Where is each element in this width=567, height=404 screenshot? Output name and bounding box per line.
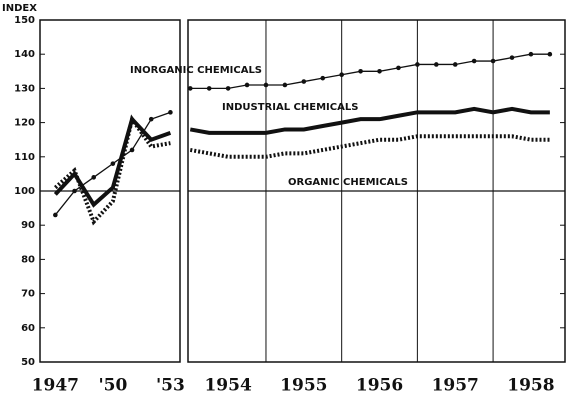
- point: [225, 86, 231, 91]
- y-tick-label: 140: [14, 49, 35, 60]
- y-tick-label: 100: [14, 186, 35, 197]
- y-tick-label: 60: [21, 323, 35, 334]
- y-tick-label: 70: [21, 289, 35, 300]
- x-tick-label: 1947: [32, 376, 79, 396]
- series-line: [189, 134, 550, 159]
- point: [320, 75, 326, 81]
- series-line: [54, 114, 171, 226]
- point: [206, 86, 212, 91]
- series-label: INORGANIC CHEMICALS: [130, 65, 262, 76]
- point: [377, 69, 382, 74]
- point: [528, 51, 534, 57]
- point: [415, 62, 420, 67]
- y-tick-label: 120: [14, 118, 35, 129]
- point: [168, 110, 173, 115]
- series-line: [190, 53, 550, 90]
- x-tick-label: '53: [156, 376, 185, 396]
- series-label: INDUSTRIAL CHEMICALS: [222, 102, 358, 113]
- x-tick-label: 1958: [507, 376, 554, 396]
- x-tick-label: '50: [98, 376, 127, 396]
- series-label: ORGANIC CHEMICALS: [288, 177, 408, 188]
- y-tick-label: 90: [21, 220, 35, 231]
- point: [263, 82, 269, 88]
- y-tick-label: 50: [21, 357, 35, 368]
- point: [452, 62, 458, 67]
- point: [282, 82, 288, 88]
- point: [358, 69, 363, 74]
- point: [301, 79, 307, 84]
- point: [148, 116, 154, 122]
- x-tick-label: 1956: [356, 376, 403, 396]
- x-tick-label: 1954: [204, 376, 251, 396]
- y-tick-label: 110: [14, 152, 35, 163]
- point: [434, 62, 439, 67]
- point: [339, 72, 344, 78]
- point: [187, 86, 193, 91]
- point: [129, 147, 135, 153]
- point: [471, 58, 477, 64]
- point: [509, 55, 515, 60]
- point: [244, 82, 250, 88]
- point: [396, 65, 401, 71]
- point: [547, 51, 553, 57]
- series-line: [189, 106, 550, 135]
- point: [72, 188, 77, 194]
- y-tick-label: 130: [14, 83, 35, 94]
- y-tick-label: 80: [21, 254, 35, 265]
- point: [110, 161, 116, 166]
- x-tick-label: 1957: [432, 376, 479, 396]
- y-axis-label: INDEX: [2, 3, 37, 14]
- point: [91, 175, 96, 180]
- x-tick-label: 1955: [280, 376, 327, 396]
- point: [53, 212, 58, 218]
- point: [490, 58, 496, 64]
- y-tick-label: 150: [14, 15, 35, 26]
